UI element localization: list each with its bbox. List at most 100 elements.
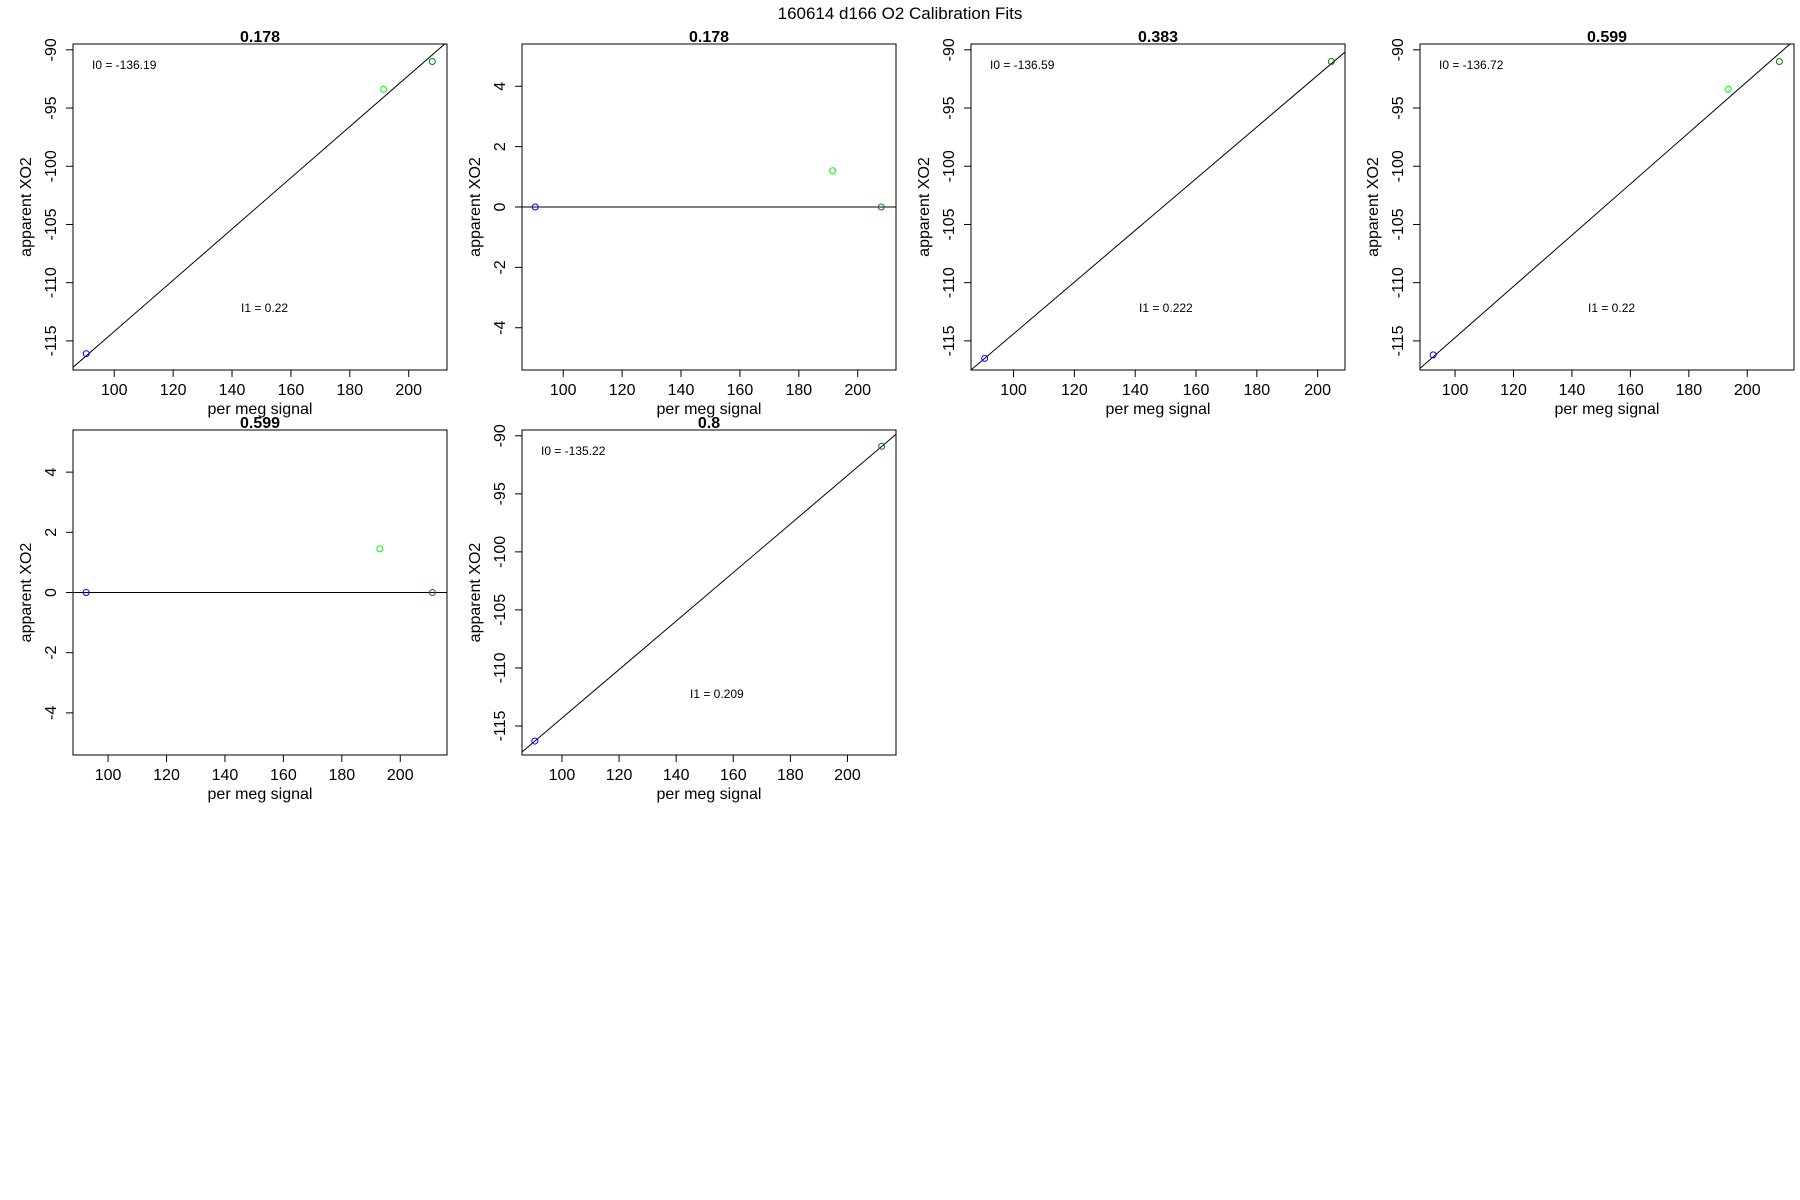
x-tick-label: 140 [1559,382,1586,399]
coefficient-annotation: I0 = -136.72 [1439,58,1504,72]
x-tick-label: 200 [1734,382,1761,399]
y-tick-label: 2 [492,142,509,151]
y-tick-label: -115 [492,710,509,741]
y-tick-label: -2 [43,645,60,659]
y-axis-label: apparent XO2 [916,157,933,257]
data-point [428,57,436,65]
x-tick-label: 140 [212,767,239,784]
y-tick-label: 0 [43,588,60,597]
x-tick-label: 100 [549,767,576,784]
y-tick-label: -105 [492,594,509,626]
x-tick-label: 120 [606,767,633,784]
y-axis-label: apparent XO2 [1365,157,1382,257]
x-tick-label: 160 [1183,382,1210,399]
x-tick-label: 160 [720,767,747,784]
x-tick-label: 160 [270,767,297,784]
chart-panel: 0.599 100 120 140 160 180 200 -115 -110 -105 -100 -… [1365,29,1795,418]
data-point [829,167,837,175]
data-point [1327,57,1335,65]
x-tick-label: 200 [844,382,871,399]
fit-line [522,433,896,753]
y-tick-label: -2 [492,260,509,274]
plot-area [1420,44,1791,369]
coefficient-annotation: I1 = 0.22 [241,301,288,315]
y-tick-label: -105 [941,208,958,240]
y-tick-label: -105 [43,208,60,240]
y-axis-label: apparent XO2 [18,157,35,257]
y-tick-label: -95 [492,482,509,505]
y-tick-label: -100 [43,150,60,182]
panel-title: 0.178 [240,29,280,46]
coefficient-annotation: I1 = 0.209 [690,687,744,701]
coefficient-annotation: I1 = 0.222 [1139,301,1193,315]
x-tick-label: 160 [727,382,754,399]
plot-area [73,545,447,596]
x-tick-label: 180 [785,382,812,399]
panel-title: 0.178 [689,29,729,46]
y-tick-label: -100 [941,150,958,182]
x-tick-label: 100 [1442,382,1469,399]
chart-panel: 0.178 100 120 140 160 180 200 -4 -2 0 2 4 apparent X… [467,29,897,418]
y-tick-label: -4 [43,706,60,720]
plot-area [522,433,896,753]
y-tick-label: -95 [1390,96,1407,119]
x-tick-label: 180 [336,382,363,399]
data-point [428,589,436,596]
fit-line [73,44,446,368]
x-tick-label: 120 [160,382,187,399]
figure-title: 160614 d166 O2 Calibration Fits [778,4,1023,23]
plot-area [522,167,896,211]
x-tick-label: 200 [395,382,422,399]
x-tick-label: 140 [1122,382,1149,399]
x-tick-label: 100 [95,767,122,784]
data-point [531,203,539,211]
y-tick-label: 2 [43,528,60,537]
y-tick-label: -90 [941,38,958,61]
y-tick-label: -100 [1390,150,1407,182]
x-tick-label: 200 [387,767,414,784]
plot-area [73,44,446,368]
y-tick-label: -110 [43,267,60,298]
x-tick-label: 180 [777,767,804,784]
y-axis-label: apparent XO2 [18,543,35,643]
y-tick-label: -95 [43,96,60,119]
data-point [1775,57,1783,65]
x-tick-label: 140 [668,382,695,399]
x-tick-label: 180 [1675,382,1702,399]
panel-title: 0.599 [1587,29,1627,46]
y-tick-label: -110 [941,267,958,298]
x-tick-label: 100 [550,382,577,399]
x-axis-label: per meg signal [208,401,313,418]
x-tick-label: 180 [328,767,355,784]
y-tick-label: -110 [492,652,509,683]
x-tick-label: 160 [1617,382,1644,399]
panel-title: 0.8 [698,415,720,432]
y-tick-label: -90 [492,424,509,447]
data-point [981,354,989,362]
y-tick-label: 4 [492,82,509,91]
coefficient-annotation: I0 = -136.59 [990,58,1055,72]
y-tick-label: -110 [1390,267,1407,298]
data-point [376,545,384,553]
y-tick-label: 0 [492,202,509,211]
x-tick-label: 120 [609,382,636,399]
y-tick-label: 4 [43,468,60,477]
data-point [878,442,886,450]
coefficient-annotation: I0 = -135.22 [541,444,606,458]
coefficient-annotation: I0 = -136.19 [92,58,157,72]
data-point [1429,351,1437,359]
y-tick-label: -4 [492,321,509,335]
y-tick-label: -115 [941,325,958,356]
panel-title: 0.383 [1138,29,1178,46]
data-point [531,737,539,745]
x-tick-label: 100 [101,382,128,399]
x-axis-label: per meg signal [657,401,762,418]
x-tick-label: 120 [1061,382,1088,399]
data-point [877,203,885,211]
data-point [380,85,388,93]
plot-area [971,51,1345,370]
data-point [82,589,90,596]
